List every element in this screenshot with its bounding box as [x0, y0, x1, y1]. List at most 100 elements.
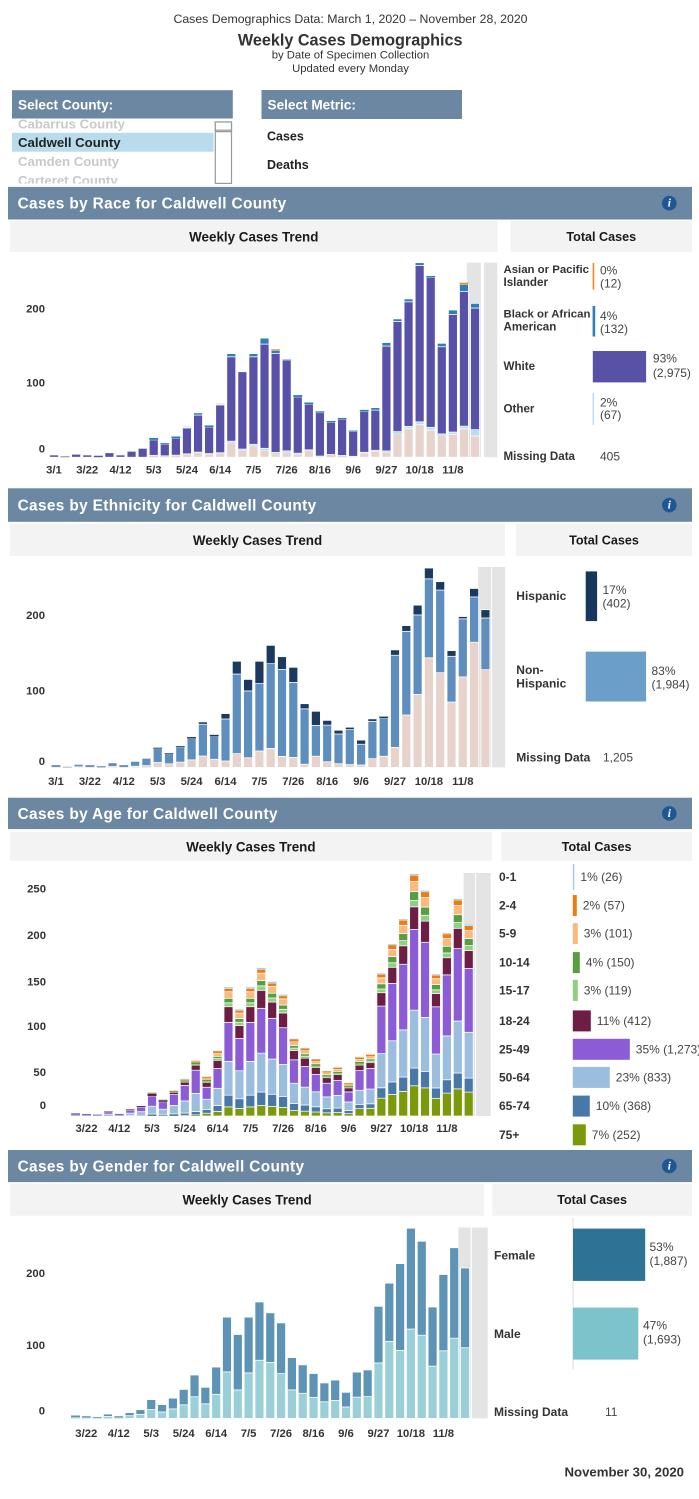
svg-text:9/6: 9/6: [341, 1123, 357, 1135]
svg-text:3/22: 3/22: [76, 465, 98, 477]
svg-text:50: 50: [33, 1067, 46, 1079]
svg-text:9/27: 9/27: [384, 776, 406, 788]
svg-text:4%: 4%: [600, 309, 618, 323]
svg-text:4% (150): 4% (150): [586, 956, 635, 970]
svg-text:3% (119): 3% (119): [584, 983, 632, 997]
svg-text:7/5: 7/5: [252, 776, 268, 788]
svg-text:Total Cases: Total Cases: [557, 1193, 627, 1207]
svg-text:405: 405: [600, 450, 620, 464]
svg-text:(12): (12): [600, 277, 621, 291]
svg-text:Cases by Ethnicity for Caldwel: Cases by Ethnicity for Caldwell County: [18, 498, 317, 515]
svg-text:200: 200: [27, 930, 46, 942]
svg-text:Updated every Monday: Updated every Monday: [292, 63, 409, 75]
svg-text:3/1: 3/1: [48, 776, 64, 788]
svg-text:15-17: 15-17: [499, 983, 530, 997]
svg-text:4/12: 4/12: [108, 1428, 130, 1440]
svg-text:5/3: 5/3: [144, 1123, 160, 1135]
svg-text:5/24: 5/24: [174, 1123, 197, 1135]
svg-text:10% (368): 10% (368): [596, 1099, 651, 1113]
svg-text:1,205: 1,205: [603, 751, 633, 765]
svg-text:7/26: 7/26: [270, 1428, 292, 1440]
svg-text:7% (252): 7% (252): [592, 1128, 641, 1142]
svg-text:1% (26): 1% (26): [580, 870, 622, 884]
svg-text:5/24: 5/24: [181, 776, 204, 788]
svg-text:Cases by Age for Caldwell Coun: Cases by Age for Caldwell County: [18, 806, 278, 823]
svg-text:9/6: 9/6: [353, 776, 369, 788]
svg-text:Total Cases: Total Cases: [562, 840, 632, 854]
svg-text:i: i: [668, 198, 672, 210]
svg-text:Caldwell County: Caldwell County: [18, 135, 121, 150]
svg-text:53%: 53%: [650, 1240, 674, 1254]
svg-text:White: White: [504, 360, 536, 373]
svg-text:Hispanic: Hispanic: [516, 589, 566, 603]
svg-text:200: 200: [26, 303, 45, 315]
svg-text:4/12: 4/12: [110, 465, 132, 477]
svg-text:100: 100: [26, 377, 45, 389]
svg-text:9/27: 9/27: [375, 465, 397, 477]
svg-text:0: 0: [39, 756, 45, 768]
svg-text:47%: 47%: [643, 1319, 667, 1333]
svg-text:9/6: 9/6: [345, 465, 361, 477]
svg-text:11/8: 11/8: [433, 1428, 454, 1440]
svg-text:10/18: 10/18: [415, 776, 443, 788]
svg-text:17%: 17%: [603, 583, 627, 597]
svg-text:7/5: 7/5: [241, 1428, 257, 1440]
svg-text:Select County:: Select County:: [18, 97, 113, 112]
svg-text:23% (833): 23% (833): [616, 1070, 671, 1084]
svg-text:Non-: Non-: [516, 663, 543, 677]
svg-text:Weekly Cases Trend: Weekly Cases Trend: [189, 229, 318, 244]
svg-text:3/22: 3/22: [75, 1428, 97, 1440]
svg-text:(67): (67): [600, 408, 621, 422]
svg-text:83%: 83%: [652, 664, 676, 678]
svg-text:(1,984): (1,984): [652, 678, 690, 692]
svg-text:7/26: 7/26: [276, 465, 298, 477]
svg-text:50-64: 50-64: [499, 1070, 530, 1084]
svg-text:25-49: 25-49: [499, 1042, 530, 1056]
svg-text:2-4: 2-4: [499, 899, 517, 913]
svg-text:11/8: 11/8: [436, 1123, 457, 1135]
svg-text:150: 150: [27, 977, 46, 989]
svg-text:(1,887): (1,887): [650, 1254, 688, 1268]
svg-text:0-1: 0-1: [499, 870, 517, 884]
svg-text:American: American: [504, 321, 557, 334]
svg-text:5-9: 5-9: [499, 927, 517, 941]
svg-text:Missing Data: Missing Data: [504, 450, 576, 463]
svg-text:November 30, 2020: November 30, 2020: [565, 1464, 685, 1479]
svg-text:0: 0: [39, 1405, 45, 1417]
svg-text:100: 100: [27, 1021, 46, 1033]
svg-text:5/3: 5/3: [150, 776, 166, 788]
svg-text:(1,693): (1,693): [643, 1333, 681, 1347]
svg-text:0: 0: [39, 444, 45, 456]
svg-text:8/16: 8/16: [305, 1123, 327, 1135]
svg-text:Select Metric:: Select Metric:: [268, 98, 356, 113]
svg-text:Weekly Cases Trend: Weekly Cases Trend: [182, 1193, 311, 1208]
svg-text:i: i: [668, 1161, 672, 1173]
svg-text:250: 250: [27, 883, 46, 895]
svg-text:6/14: 6/14: [215, 776, 238, 788]
svg-text:Female: Female: [494, 1249, 536, 1263]
svg-text:8/16: 8/16: [303, 1428, 325, 1440]
svg-text:0%: 0%: [600, 264, 618, 278]
svg-text:5/3: 5/3: [143, 1428, 159, 1440]
svg-text:6/14: 6/14: [207, 1123, 230, 1135]
svg-text:8/16: 8/16: [309, 465, 331, 477]
svg-text:3/22: 3/22: [79, 776, 101, 788]
svg-text:Total Cases: Total Cases: [566, 230, 636, 244]
svg-text:3/22: 3/22: [76, 1123, 98, 1135]
svg-text:2%: 2%: [600, 396, 618, 410]
svg-text:Cases Demographics Data: March: Cases Demographics Data: March 1, 2020 –…: [173, 12, 527, 26]
svg-text:11/8: 11/8: [442, 465, 463, 477]
svg-text:9/6: 9/6: [338, 1428, 354, 1440]
svg-text:2% (57): 2% (57): [583, 899, 625, 913]
svg-text:Missing Data: Missing Data: [516, 751, 590, 765]
svg-text:3/1: 3/1: [46, 465, 62, 477]
svg-text:Male: Male: [494, 1327, 521, 1341]
svg-text:7/26: 7/26: [272, 1123, 294, 1135]
svg-text:7/5: 7/5: [246, 465, 262, 477]
svg-text:10-14: 10-14: [499, 956, 530, 970]
svg-text:0: 0: [40, 1100, 46, 1112]
svg-text:i: i: [668, 499, 672, 511]
svg-text:Missing Data: Missing Data: [494, 1405, 568, 1419]
svg-text:i: i: [668, 808, 672, 820]
svg-text:8/16: 8/16: [316, 776, 338, 788]
